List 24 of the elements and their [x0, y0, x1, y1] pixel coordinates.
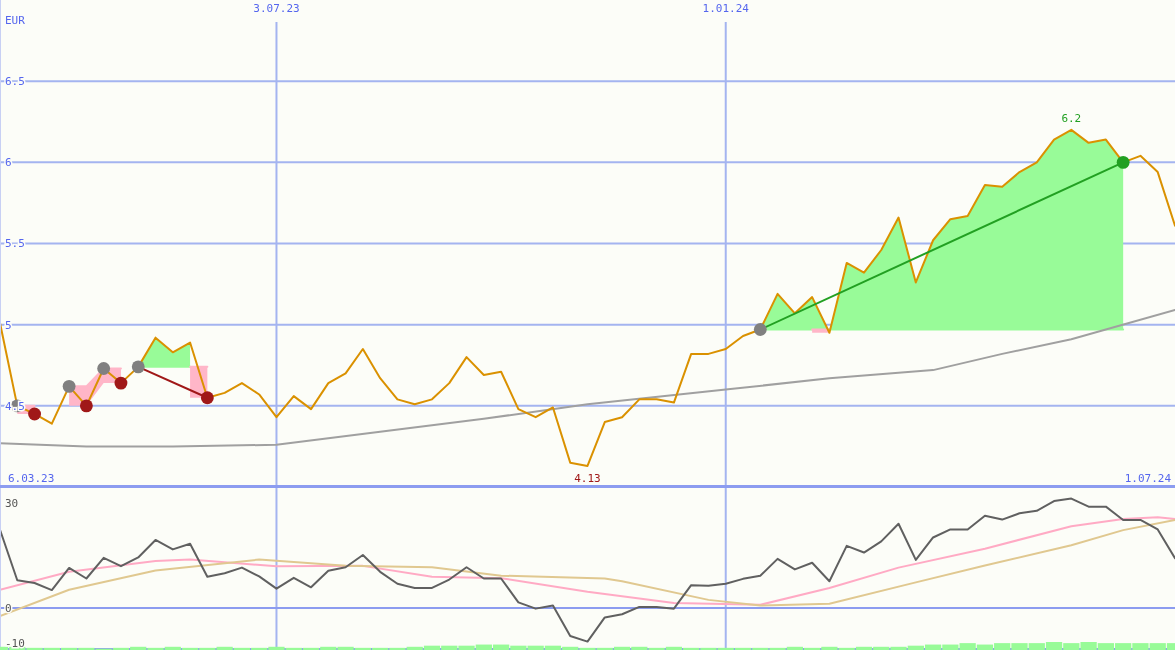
annotation: 1.07.24 [1124, 472, 1172, 485]
y-tick-label: 5.5 [5, 237, 25, 251]
point [28, 407, 41, 421]
annotation: 6.2 [1061, 111, 1082, 125]
point [753, 323, 767, 336]
x-tick-label: 1.01.24 [702, 2, 750, 15]
point [97, 362, 111, 375]
y-tick-label: 5 [5, 318, 12, 332]
y-tick-label: 6 [5, 156, 12, 170]
point [62, 379, 76, 393]
annotation: 4.13 [574, 471, 601, 485]
y-axis-title: EUR [5, 14, 26, 27]
y-tick-label: 6.5 [5, 75, 25, 89]
y-tick-label: -10 [5, 636, 25, 650]
x-tick-label: 3.07.23 [253, 2, 300, 15]
point [1116, 155, 1130, 169]
point [79, 399, 93, 413]
line-series [0, 128, 1175, 467]
line-series [0, 309, 1175, 448]
y-tick-label: 30 [5, 496, 19, 510]
point [114, 376, 128, 390]
point [131, 360, 145, 374]
annotation: 6.03.23 [8, 472, 55, 485]
point [200, 391, 214, 405]
